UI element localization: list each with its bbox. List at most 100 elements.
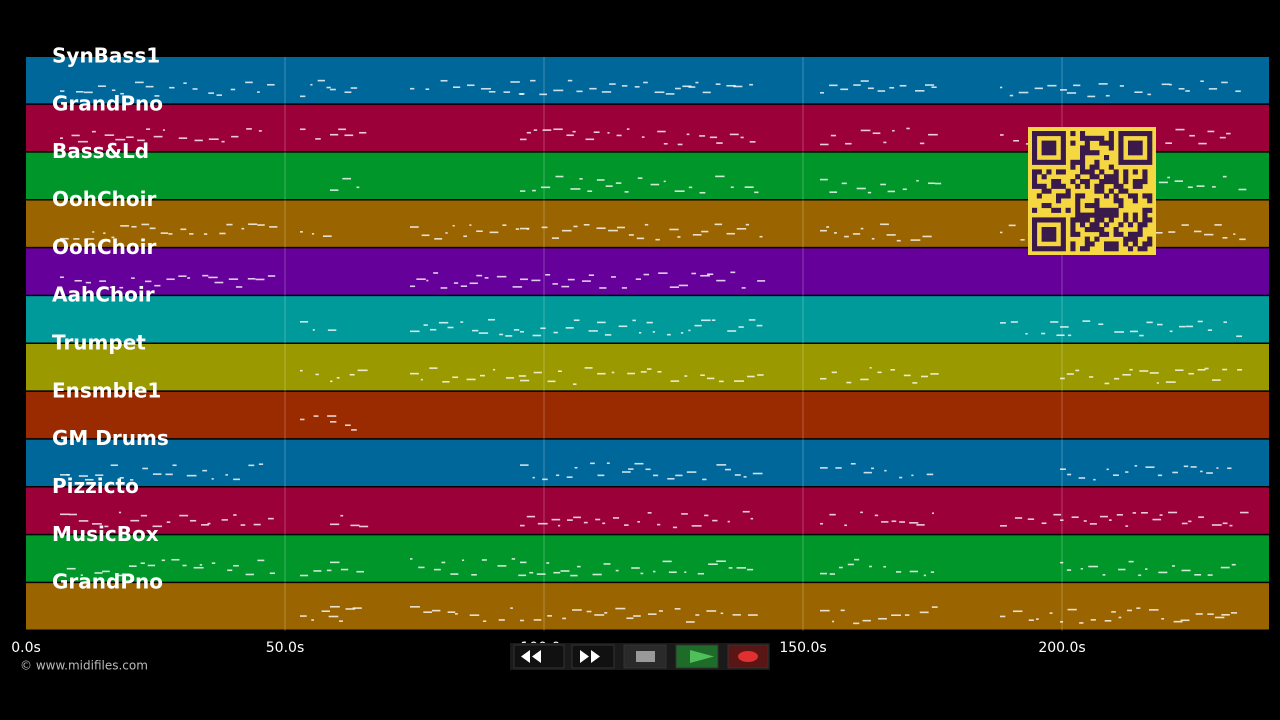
note [590,462,595,465]
note [1000,322,1006,324]
qr-module [1041,203,1047,209]
note [914,90,925,92]
note [152,525,163,528]
note [1014,517,1023,519]
track-name: GrandPno [52,91,163,115]
qr-module [1104,140,1110,146]
note [1221,81,1228,84]
stop-button[interactable] [623,644,667,669]
note [300,128,306,131]
note [1060,468,1066,471]
note [1035,618,1039,620]
note [202,469,208,472]
note [921,375,928,378]
note [1222,175,1227,178]
note [149,227,156,230]
note [269,572,275,575]
qr-module [1036,246,1042,252]
forward-button[interactable] [571,644,615,669]
note [336,376,340,379]
qr-module [1142,159,1148,165]
note [453,86,461,89]
note [1139,370,1149,372]
note [552,283,558,285]
note [345,424,351,427]
qr-module [1118,135,1124,141]
note [97,85,106,87]
rewind-button[interactable] [513,644,565,669]
note [572,130,576,133]
play-button[interactable] [675,644,719,669]
qr-module [1041,236,1047,242]
qr-module [1108,207,1114,213]
qr-code [1028,127,1156,255]
note [635,278,642,280]
note [1139,334,1144,337]
note [736,567,747,569]
note [530,79,536,82]
note [300,321,309,323]
note [736,228,747,230]
note [745,223,750,226]
qr-module [1123,159,1129,165]
note [730,186,734,189]
qr-module [1132,140,1138,146]
qr-module [1147,145,1153,151]
note [1008,224,1016,227]
qr-module [1118,222,1124,228]
qr-module [1113,227,1119,233]
note [743,476,747,478]
note [1158,571,1168,574]
note [1190,466,1197,468]
qr-module [1046,140,1052,146]
qr-module [1060,155,1066,161]
note [904,614,910,616]
note [1169,83,1172,86]
note [916,524,925,526]
note [844,235,849,238]
note [547,380,556,383]
qr-module [1084,203,1090,209]
qr-module [1084,135,1090,141]
qr-module [1051,183,1057,189]
note [709,136,718,139]
note [1053,513,1062,516]
note [628,468,634,470]
note [1018,91,1029,94]
note [706,610,717,612]
note [1223,321,1227,324]
qr-module [1089,222,1095,228]
note [674,190,685,192]
qr-module [1132,169,1138,175]
note [520,190,526,192]
note [83,91,93,94]
note [441,561,446,564]
note [344,134,354,137]
note [460,285,468,287]
qr-module [1137,159,1143,165]
note [841,182,847,185]
note [615,182,622,184]
note [738,326,744,328]
note [338,128,347,131]
qr-module [1084,145,1090,151]
note [640,371,647,373]
qr-module [1080,155,1086,161]
qr-module [1080,246,1086,252]
track-band [26,344,1269,391]
note [555,175,564,178]
note [732,614,741,616]
qr-module [1128,131,1134,137]
qr-module [1142,217,1148,223]
record-button[interactable] [727,644,769,669]
note [1161,83,1170,86]
note [570,574,578,577]
note [584,367,593,369]
note [505,335,513,337]
note [747,375,755,378]
note [258,130,262,132]
note [300,95,306,98]
note [169,86,175,89]
note [1093,478,1096,481]
note [1105,94,1110,97]
